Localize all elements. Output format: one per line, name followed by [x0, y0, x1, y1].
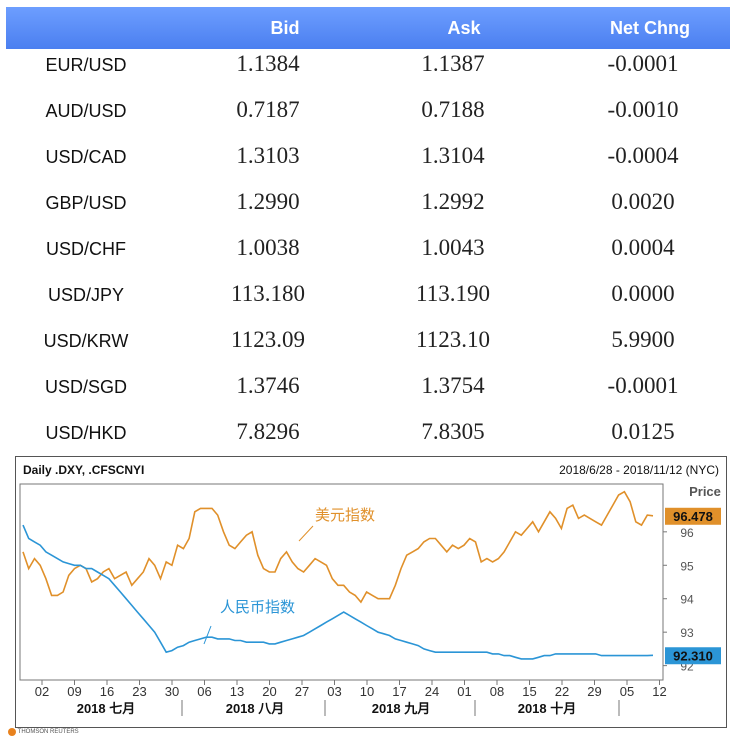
bid-value: 1.0038 — [236, 235, 300, 260]
net-change-header: Net Chng — [610, 18, 690, 38]
net-change-value: -0.0004 — [607, 143, 679, 168]
x-tick-label: 03 — [327, 684, 341, 699]
table-row: USD/CHF 1.0038 1.0043 0.0004 — [0, 235, 732, 281]
table-row: EUR/USD 1.1384 1.1387 -0.0001 — [0, 51, 732, 97]
bid-value: 1123.09 — [231, 327, 305, 352]
currency-pair: USD/JPY — [47, 285, 125, 305]
ask-header: Ask — [447, 18, 481, 38]
ask-value: 7.8305 — [421, 419, 485, 444]
bid-value: 1.3746 — [236, 373, 300, 398]
y-tick-label: 95 — [680, 559, 694, 573]
last-value-label: 96.478 — [673, 509, 713, 524]
x-tick-label: 22 — [555, 684, 569, 699]
ask-value: 1.3104 — [421, 143, 485, 168]
ask-value: 1123.10 — [416, 327, 490, 352]
last-value-label: 92.310 — [673, 648, 713, 663]
x-tick-label: 27 — [295, 684, 309, 699]
x-tick-label: 08 — [490, 684, 504, 699]
x-tick-label: 15 — [522, 684, 536, 699]
month-label: 2018 七月 — [77, 701, 136, 716]
x-tick-label: 24 — [425, 684, 439, 699]
last-value-badge — [665, 647, 721, 665]
table-header: Bid Ask Net Chng — [6, 7, 730, 49]
currency-pair: USD/CAD — [45, 147, 127, 167]
last-value-badge — [665, 507, 721, 525]
x-tick-label: 30 — [165, 684, 179, 699]
series-line-0 — [22, 490, 654, 604]
currency-pair: EUR/USD — [45, 55, 127, 75]
bid-value: 7.8296 — [236, 419, 300, 444]
month-label: 2018 九月 — [372, 701, 431, 716]
bid-value: 0.7187 — [236, 97, 300, 122]
series-name-label: 人民币指数 — [220, 598, 295, 616]
net-change-value: 0.0004 — [611, 235, 675, 260]
net-change-value: 0.0000 — [611, 281, 675, 306]
net-change-value: -0.0001 — [607, 373, 679, 398]
ask-value: 0.7188 — [421, 97, 485, 122]
bid-value: 1.2990 — [236, 189, 300, 214]
y-tick-label: 94 — [680, 593, 694, 607]
currency-pair: GBP/USD — [45, 193, 127, 213]
table-row: USD/KRW 1123.09 1123.10 5.9900 — [0, 327, 732, 373]
x-tick-label: 02 — [35, 684, 49, 699]
x-tick-label: 06 — [197, 684, 211, 699]
ask-value: 1.1387 — [421, 51, 485, 76]
table-row: USD/HKD 7.8296 7.8305 0.0125 — [0, 419, 732, 465]
bid-value: 113.180 — [231, 281, 305, 306]
table-row: GBP/USD 1.2990 1.2992 0.0020 — [0, 189, 732, 235]
bid-value: 1.3103 — [236, 143, 300, 168]
currency-pair: USD/SGD — [44, 377, 127, 397]
x-tick-label: 13 — [230, 684, 244, 699]
table-row: USD/JPY 113.180 113.190 0.0000 — [0, 281, 732, 327]
x-tick-label: 01 — [457, 684, 471, 699]
x-tick-label: 17 — [392, 684, 406, 699]
y-tick-label: 96 — [680, 526, 694, 540]
x-tick-label: 05 — [620, 684, 634, 699]
bid-header: Bid — [270, 18, 300, 38]
series-callout-line — [203, 625, 212, 645]
x-tick-label: 09 — [67, 684, 81, 699]
chart-date-range: 2018/6/28 - 2018/11/12 (NYC) — [559, 463, 719, 477]
net-change-value: 0.0020 — [611, 189, 675, 214]
chart-title: Daily .DXY, .CFSCNYI — [23, 463, 144, 477]
line-chart: Daily .DXY, .CFSCNYI 2018/6/28 - 2018/11… — [15, 456, 727, 728]
bid-value: 1.1384 — [236, 51, 300, 76]
x-tick-label: 16 — [100, 684, 114, 699]
table-row: AUD/USD 0.7187 0.7188 -0.0010 — [0, 97, 732, 143]
currency-pair: USD/CHF — [46, 239, 126, 259]
ask-value: 113.190 — [416, 281, 490, 306]
net-change-value: 5.9900 — [611, 327, 675, 352]
series-name-label: 美元指数 — [315, 506, 375, 524]
y-axis-label: Price — [689, 484, 721, 499]
logo-icon — [8, 728, 16, 736]
y-tick-label: 93 — [680, 626, 694, 640]
table-row: USD/SGD 1.3746 1.3754 -0.0001 — [0, 373, 732, 419]
table-row: USD/CAD 1.3103 1.3104 -0.0004 — [0, 143, 732, 189]
thomson-reuters-logo: THOMSON REUTERS — [8, 728, 79, 742]
series-line-1 — [22, 524, 654, 660]
ask-value: 1.0043 — [421, 235, 485, 260]
net-change-value: -0.0010 — [607, 97, 679, 122]
plot-area — [19, 483, 664, 681]
x-tick-label: 10 — [360, 684, 374, 699]
net-change-value: -0.0001 — [607, 51, 679, 76]
ask-value: 1.3754 — [421, 373, 485, 398]
x-tick-label: 12 — [652, 684, 666, 699]
net-change-value: 0.0125 — [611, 419, 675, 444]
month-label: 2018 八月 — [226, 701, 285, 716]
dxy-cfscnyi-chart: Daily .DXY, .CFSCNYI 2018/6/28 - 2018/11… — [15, 456, 727, 728]
x-tick-label: 20 — [262, 684, 276, 699]
currency-pair: USD/KRW — [43, 331, 129, 351]
currency-pair: USD/HKD — [45, 423, 127, 443]
ask-value: 1.2992 — [421, 189, 485, 214]
series-callout-line — [298, 525, 314, 542]
x-tick-label: 23 — [132, 684, 146, 699]
month-label: 2018 十月 — [518, 701, 577, 716]
currency-pair: AUD/USD — [45, 101, 127, 121]
x-tick-label: 29 — [587, 684, 601, 699]
